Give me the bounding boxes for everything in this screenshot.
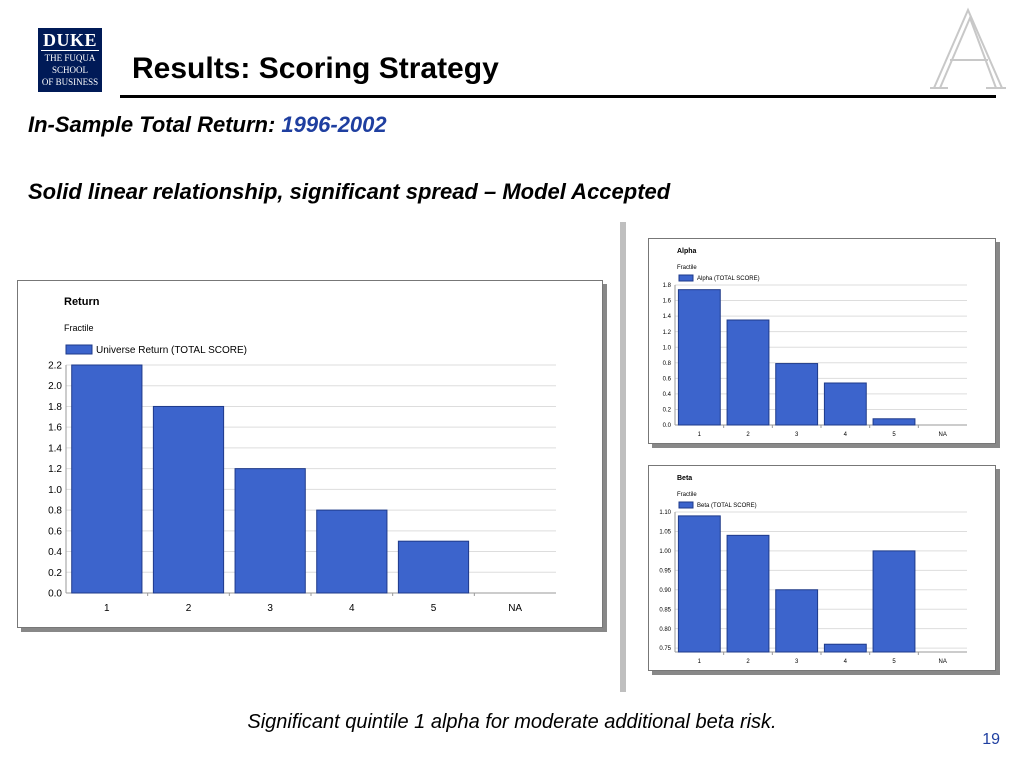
x-tick-label: 5 [431, 603, 437, 614]
x-tick-label: 4 [349, 603, 355, 614]
legend-swatch [678, 501, 694, 509]
caption: Significant quintile 1 alpha for moderat… [247, 711, 777, 733]
y-tick-label: 0.2 [663, 408, 672, 414]
x-tick-label: 4 [844, 432, 848, 438]
bar [775, 589, 819, 653]
bar [316, 509, 388, 594]
return-chart: Return Fractile Universe Return (TOTAL SCO… [48, 296, 556, 614]
bar [872, 550, 916, 653]
y-tick-label: 0.95 [659, 568, 671, 574]
chart-title: Beta [677, 475, 692, 482]
y-tick-label: 0.8 [663, 361, 672, 367]
logo-line2: THE FUQUA [44, 53, 96, 63]
y-tick-label: 1.8 [48, 402, 62, 413]
y-tick-label: 0.6 [48, 526, 62, 537]
y-tick-label: 1.00 [659, 549, 671, 555]
y-tick-label: 1.2 [663, 330, 672, 336]
y-tick-label: 0.75 [659, 646, 671, 652]
bar [726, 319, 770, 426]
chart-title: Alpha [677, 248, 697, 255]
subtitle-years: 1996-2002 [281, 112, 387, 137]
x-tick-label: 3 [795, 659, 799, 665]
x-tick-label: 1 [698, 432, 702, 438]
x-tick-label: NA [938, 432, 946, 438]
return-chart-frame: Return Fractile Universe Return (TOTAL SCO… [17, 280, 603, 628]
chart-subtitle: Fractile [677, 492, 697, 498]
bar [872, 418, 916, 426]
x-tick-label: 2 [186, 603, 192, 614]
y-tick-label: 1.10 [659, 510, 671, 516]
logo-line3: SCHOOL [51, 65, 88, 75]
legend-swatch [678, 274, 694, 282]
y-tick-label: 2.0 [48, 381, 62, 392]
x-tick-label: 1 [698, 659, 702, 665]
x-tick-label: 4 [844, 659, 848, 665]
logo-duke: DUKE [41, 30, 99, 51]
y-tick-label: 1.6 [663, 299, 672, 305]
bar [397, 540, 470, 594]
y-tick-label: 0.85 [659, 607, 671, 613]
y-tick-label: 0.6 [663, 376, 672, 382]
x-tick-label: 1 [104, 603, 110, 614]
bar [823, 643, 867, 653]
x-tick-label: NA [938, 659, 946, 665]
x-tick-label: 2 [746, 659, 750, 665]
legend-label: Alpha (TOTAL SCORE) [697, 276, 760, 282]
legend-label: Universe Return (TOTAL SCORE) [96, 345, 247, 356]
x-tick-label: 5 [892, 659, 896, 665]
y-tick-label: 1.4 [48, 443, 62, 454]
bar [677, 289, 721, 426]
duke-fuqua-logo: DUKE THE FUQUA SCHOOL OF BUSINESS [38, 28, 102, 92]
x-tick-label: 2 [746, 432, 750, 438]
subtitle-line: In-Sample Total Return: 1996-2002 [28, 112, 387, 138]
x-tick-label: 3 [267, 603, 273, 614]
y-tick-label: 0.80 [659, 627, 671, 633]
legend-swatch [65, 344, 93, 355]
y-tick-label: 1.4 [663, 314, 672, 320]
page-number: 19 [982, 731, 1000, 748]
bar [775, 363, 819, 426]
bar [823, 382, 867, 426]
y-tick-label: 0.90 [659, 588, 671, 594]
x-tick-label: NA [508, 603, 522, 614]
y-tick-label: 0.8 [48, 506, 62, 517]
bar [152, 405, 225, 594]
y-tick-label: 2.2 [48, 361, 62, 372]
y-tick-label: 0.4 [48, 547, 62, 558]
beta-chart-frame: Beta Fractile Beta (TOTAL SCORE) 0.75 0.80 0.… [648, 465, 996, 671]
y-tick-label: 1.8 [663, 283, 672, 289]
headline: Solid linear relationship, significant s… [28, 179, 671, 204]
y-tick-label: 1.0 [48, 485, 62, 496]
y-tick-label: 0.0 [663, 423, 672, 429]
y-tick-label: 0.2 [48, 568, 62, 579]
decorative-letter-a-icon [930, 7, 1006, 89]
x-tick-label: 5 [892, 432, 896, 438]
y-tick-label: 1.6 [48, 423, 62, 434]
chart-subtitle: Fractile [64, 323, 94, 333]
title-rule [120, 95, 996, 98]
slide-title: Results: Scoring Strategy [132, 52, 499, 85]
legend-label: Beta (TOTAL SCORE) [697, 503, 757, 509]
y-tick-label: 1.2 [48, 464, 62, 475]
chart-title: Return [64, 296, 100, 308]
bar [726, 534, 770, 653]
vertical-divider [620, 222, 626, 692]
y-tick-label: 1.0 [663, 345, 672, 351]
y-tick-label: 1.05 [659, 530, 671, 536]
y-tick-label: 0.0 [48, 589, 62, 600]
alpha-chart-frame: Alpha Fractile Alpha (TOTAL SCORE) 0.0 0.2 0.… [648, 238, 996, 444]
logo-line4: OF BUSINESS [41, 77, 99, 87]
x-tick-label: 3 [795, 432, 799, 438]
y-tick-label: 0.4 [663, 392, 672, 398]
bar [71, 364, 143, 594]
subtitle-prefix: In-Sample Total Return: [28, 112, 282, 137]
bar [234, 468, 306, 594]
chart-subtitle: Fractile [677, 265, 697, 271]
bar [677, 515, 721, 653]
